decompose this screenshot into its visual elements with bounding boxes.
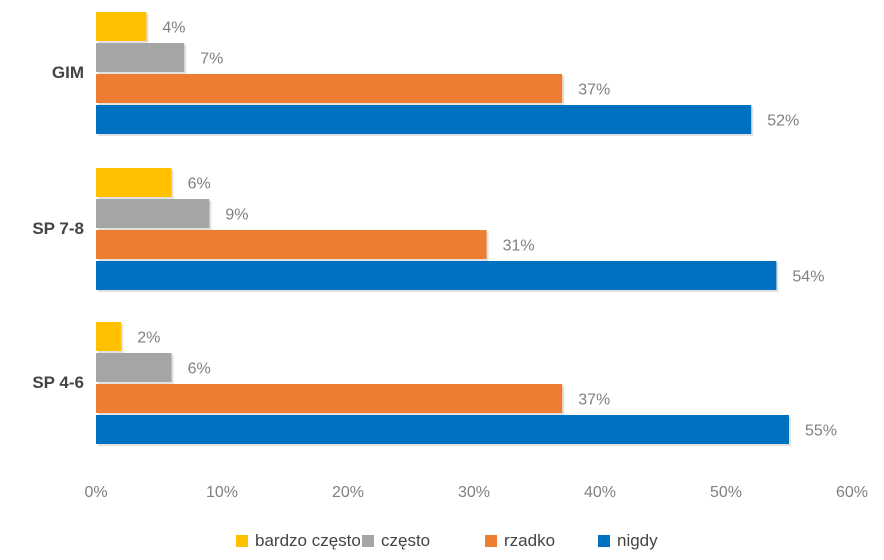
x-tick-label: 40% bbox=[584, 484, 616, 501]
category-label: SP 7-8 bbox=[32, 219, 84, 238]
data-label: 52% bbox=[767, 113, 799, 130]
bar-gim-series-3 bbox=[96, 105, 752, 134]
bar-gim-series-2 bbox=[96, 74, 563, 103]
x-tick-label: 0% bbox=[84, 484, 107, 501]
data-label: 37% bbox=[578, 392, 610, 409]
data-label: 9% bbox=[225, 207, 248, 224]
x-tick-label: 10% bbox=[206, 484, 238, 501]
bar-sp-4-6-series-0 bbox=[96, 322, 122, 351]
legend-swatch bbox=[362, 535, 374, 547]
data-label: 6% bbox=[188, 176, 211, 193]
legend-swatch bbox=[236, 535, 248, 547]
legend-swatch bbox=[485, 535, 497, 547]
x-tick-label: 50% bbox=[710, 484, 742, 501]
data-label: 54% bbox=[792, 269, 824, 286]
legend-label: bardzo często bbox=[255, 531, 361, 550]
bar-sp-4-6-series-1 bbox=[96, 353, 172, 382]
bar-sp-7-8-series-0 bbox=[96, 168, 172, 197]
x-tick-label: 30% bbox=[458, 484, 490, 501]
legend-label: rzadko bbox=[504, 531, 555, 550]
bar-sp-7-8-series-1 bbox=[96, 199, 210, 228]
data-label: 55% bbox=[805, 423, 837, 440]
legend-label: często bbox=[381, 531, 430, 550]
data-label: 2% bbox=[137, 330, 160, 347]
category-label: SP 4-6 bbox=[32, 373, 84, 392]
x-tick-label: 60% bbox=[836, 484, 868, 501]
data-label: 4% bbox=[162, 20, 185, 37]
data-label: 31% bbox=[503, 238, 535, 255]
bar-gim-series-1 bbox=[96, 43, 185, 72]
data-label: 37% bbox=[578, 82, 610, 99]
data-label: 7% bbox=[200, 51, 223, 68]
x-tick-label: 20% bbox=[332, 484, 364, 501]
legend-label: nigdy bbox=[617, 531, 658, 550]
bar-sp-4-6-series-3 bbox=[96, 415, 789, 444]
bar-sp-4-6-series-2 bbox=[96, 384, 563, 413]
bar-gim-series-0 bbox=[96, 12, 147, 41]
legend-swatch bbox=[598, 535, 610, 547]
bar-sp-7-8-series-2 bbox=[96, 230, 487, 259]
category-label: GIM bbox=[52, 63, 84, 82]
data-label: 6% bbox=[188, 361, 211, 378]
bar-sp-7-8-series-3 bbox=[96, 261, 777, 290]
